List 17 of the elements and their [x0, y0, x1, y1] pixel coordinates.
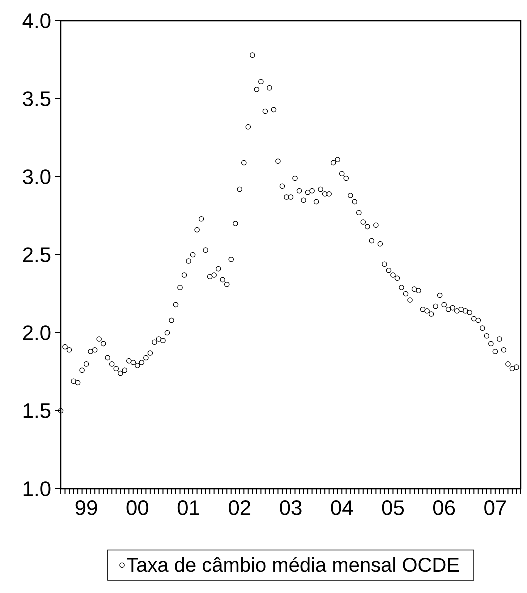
- y-tick-label: 1.5: [24, 404, 51, 418]
- x-tick-label: 01: [178, 500, 200, 516]
- y-tick-label: 1.0: [24, 482, 51, 496]
- y-tick-label: 4.0: [22, 14, 51, 28]
- x-tick-label: 04: [331, 500, 354, 516]
- x-tick-label: 03: [280, 500, 302, 516]
- x-tick-label: 05: [382, 500, 404, 516]
- x-tick-label: 06: [433, 500, 456, 516]
- y-tick-label: 2.5: [23, 248, 51, 262]
- y-tick-label: 3.5: [23, 92, 51, 106]
- y-tick-label: 2.0: [23, 326, 51, 340]
- x-tick-label: 02: [229, 500, 251, 516]
- y-tick-label: 3.0: [23, 170, 51, 184]
- x-tick-label: 00: [126, 500, 149, 516]
- x-tick-label: 07: [484, 500, 506, 516]
- legend-label: Taxa de câmbio média mensal OCDE: [127, 557, 460, 572]
- x-tick-label: 99: [76, 500, 98, 516]
